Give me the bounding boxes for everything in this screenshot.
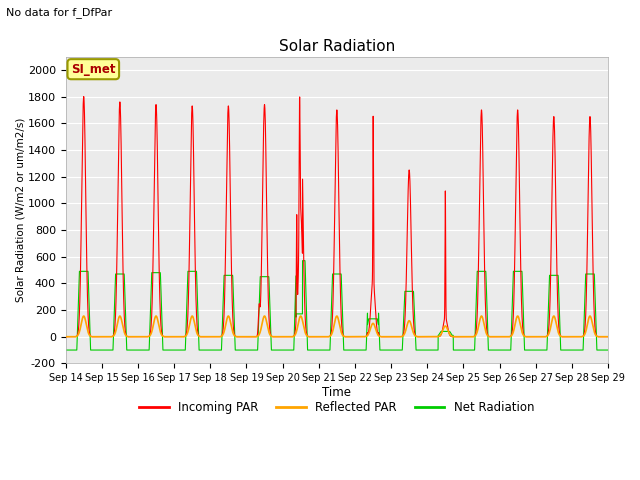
Legend: Incoming PAR, Reflected PAR, Net Radiation: Incoming PAR, Reflected PAR, Net Radiati… — [135, 396, 539, 419]
Text: No data for f_DfPar: No data for f_DfPar — [6, 7, 113, 18]
Title: Solar Radiation: Solar Radiation — [278, 39, 395, 54]
Y-axis label: Solar Radiation (W/m2 or um/m2/s): Solar Radiation (W/m2 or um/m2/s) — [15, 118, 25, 302]
X-axis label: Time: Time — [323, 386, 351, 399]
Text: SI_met: SI_met — [71, 63, 116, 76]
